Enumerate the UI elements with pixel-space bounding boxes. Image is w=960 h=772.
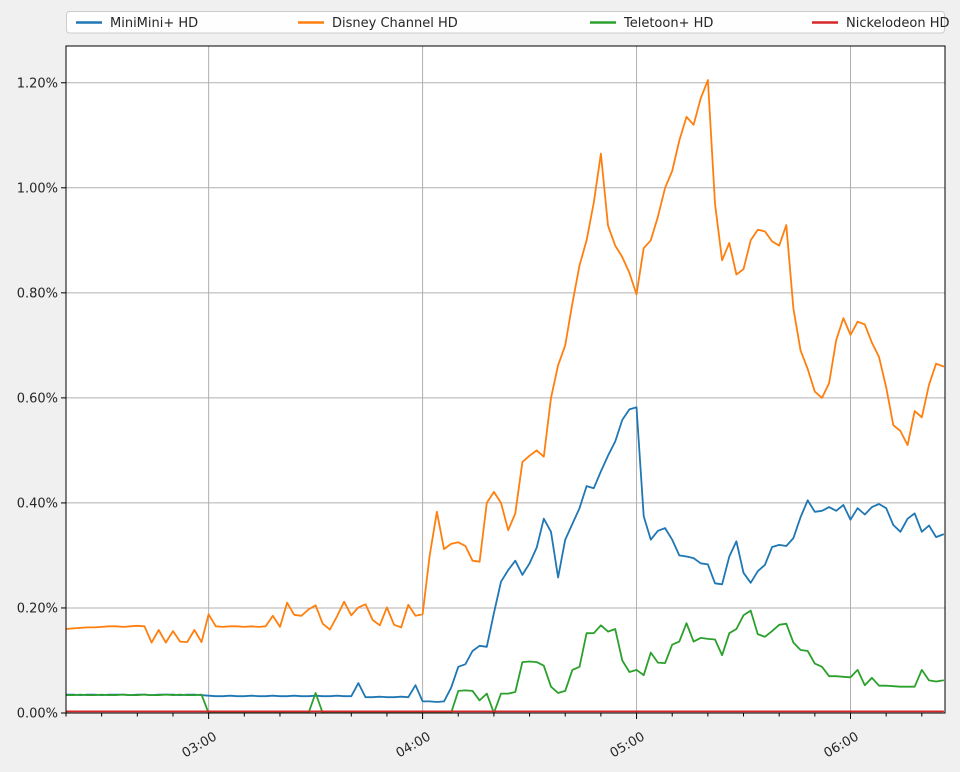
y-tick-label: 1.00% (17, 181, 58, 196)
ticks (61, 82, 923, 719)
legend-box (66, 11, 945, 34)
series-lines (66, 79, 945, 713)
legend-label: Disney Channel HD (332, 16, 458, 31)
legend-item-minimini-hd: MiniMini+ HD (76, 16, 198, 31)
legend-item-disney-channel-hd: Disney Channel HD (298, 16, 458, 31)
gridlines (66, 46, 945, 713)
legend-label: Teletoon+ HD (623, 16, 713, 31)
series-line-disney-channel-hd (66, 79, 945, 644)
y-tick-label: 1.20% (17, 76, 58, 91)
y-tick-label: 0.40% (17, 496, 58, 511)
y-tick-label: 0.80% (17, 286, 58, 301)
plot-spines (65, 45, 946, 714)
y-tick-label: 0.20% (17, 601, 58, 616)
series-line-minimini-hd (66, 406, 945, 703)
series-line-teletoon-hd (66, 609, 945, 713)
legend-item-nickelodeon-hd: Nickelodeon HD (812, 16, 949, 31)
y-tick-label: 0.60% (17, 391, 58, 406)
y-tick-label: 0.00% (17, 707, 58, 722)
legend-label: Nickelodeon HD (846, 16, 949, 31)
legend: MiniMini+ HD Disney Channel HD Teletoon+ H… (66, 11, 949, 34)
legend-label: MiniMini+ HD (110, 16, 198, 31)
plot-area (66, 46, 945, 713)
legend-item-teletoon-hd: Teletoon+ HD (590, 16, 713, 31)
